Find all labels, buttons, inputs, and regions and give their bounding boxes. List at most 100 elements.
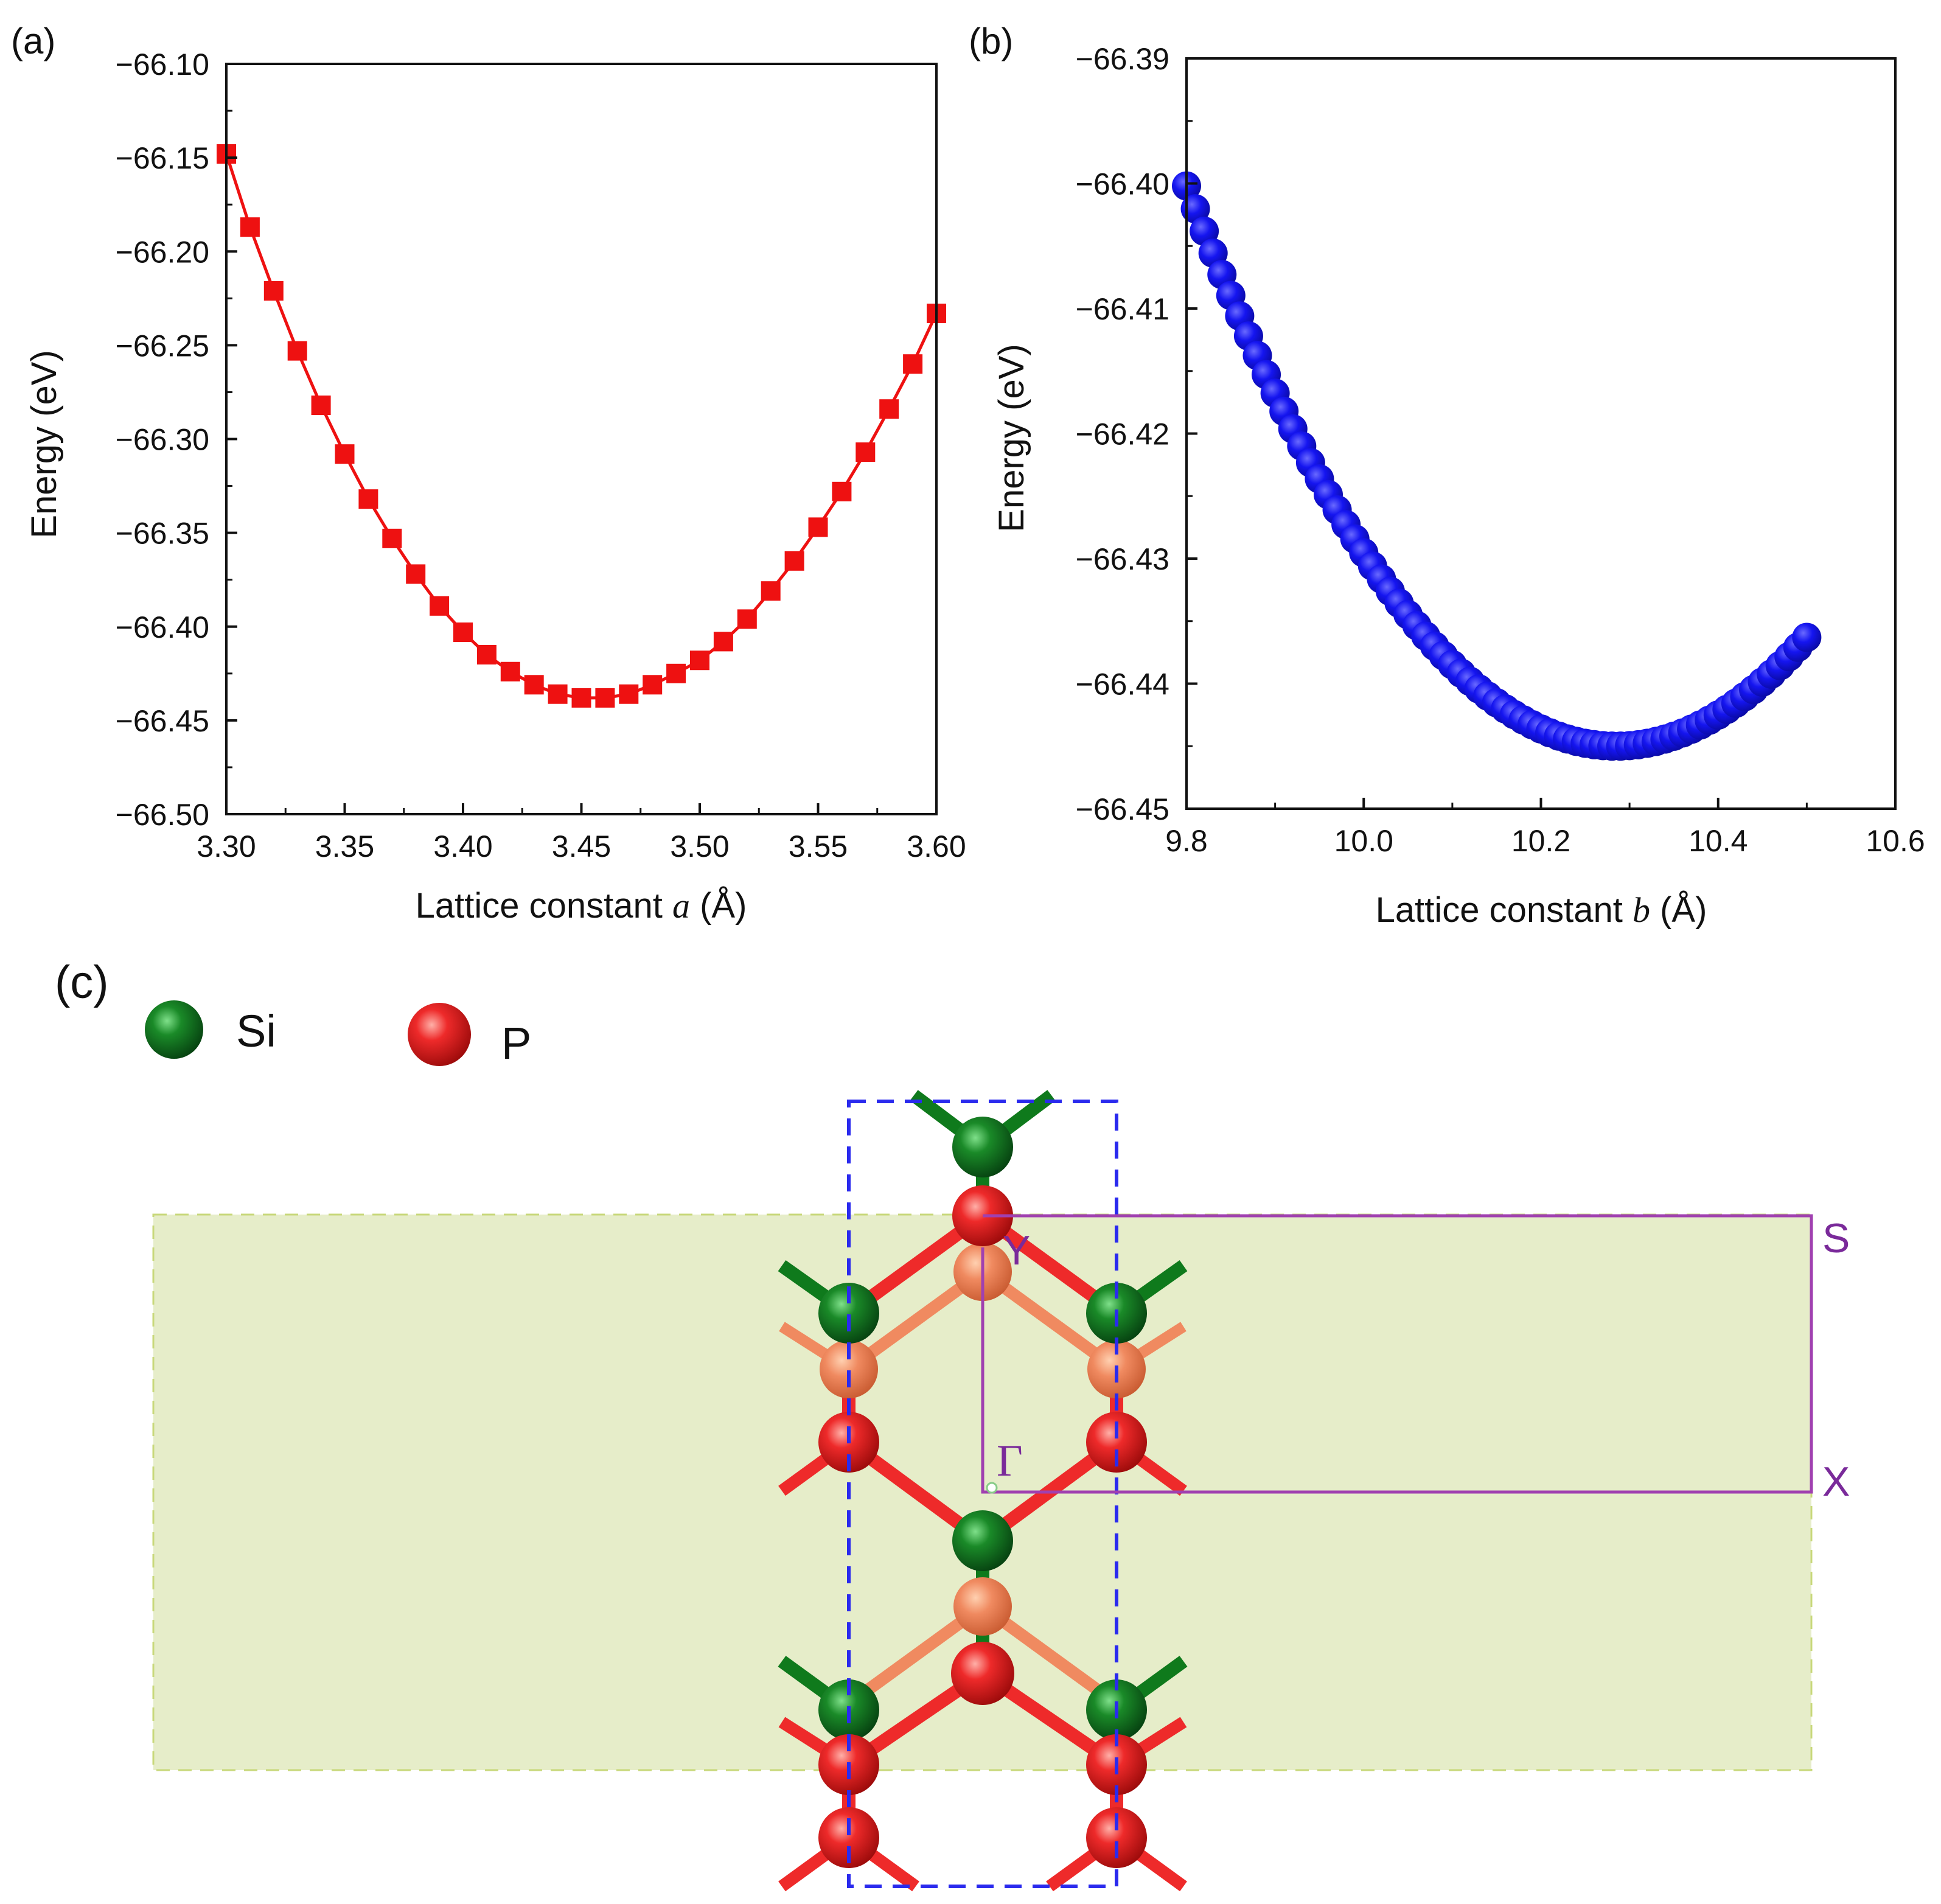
chart-a-point: [406, 564, 426, 584]
p-atom: [820, 1340, 878, 1398]
chart-b-xlabel: Lattice constant b (Å): [1376, 890, 1707, 930]
chart-a-y-tick-label: −66.10: [116, 47, 209, 82]
chart-a-point: [263, 281, 284, 301]
si-atom: [818, 1283, 879, 1344]
chart-b-ticks: 9.8 10.0 10.2 10.4 10.6 −66.39 −66.40 −66.41 −66…: [1076, 42, 1925, 858]
chart-b-x-tick-label: 10.0: [1334, 824, 1393, 858]
chart-b-x-tick-label: 10.2: [1511, 824, 1570, 858]
chart-b-y-tick-label: −66.39: [1076, 42, 1169, 76]
chart-b-x-tick-label: 10.4: [1688, 824, 1748, 858]
legend-p-label: P: [501, 1018, 531, 1069]
chart-a-point: [287, 341, 307, 361]
chart-a-point: [453, 622, 473, 642]
chart-a-x-tick-label: 3.60: [907, 829, 966, 863]
chart-b-y-tick-label: −66.41: [1076, 292, 1169, 326]
p-atom: [951, 1642, 1014, 1705]
panel-label-c: (c): [55, 957, 109, 1008]
chart-a-point: [879, 399, 899, 419]
chart-a-ticks: 3.30 3.35 3.40 3.45 3.50 3.55 3.60 −66.10 −66.15…: [116, 47, 966, 863]
si-atom: [952, 1510, 1013, 1571]
chart-a-point: [808, 517, 828, 537]
chart-a-point: [643, 675, 663, 695]
chart-a-ylabel: Energy (eV): [24, 350, 64, 538]
chart-a-x-tick-label: 3.50: [670, 829, 729, 863]
chart-a-y-tick-label: −66.40: [116, 610, 209, 644]
chart-a-point: [737, 609, 757, 629]
gamma-point-icon: [986, 1482, 998, 1494]
bz-path: [981, 1214, 1813, 1494]
structure-panel: (c) Si P: [55, 957, 1850, 1892]
chart-a-line: [225, 153, 938, 700]
p-atom-legend-icon: [408, 1003, 471, 1066]
chart-a-point: [476, 644, 497, 664]
chart-b-x-tick-label: 9.8: [1165, 824, 1208, 858]
chart-a-point: [311, 396, 331, 416]
chart-b-xlabel-var: b: [1633, 890, 1650, 930]
chart-a-x-tick-label: 3.40: [433, 829, 492, 863]
chart-a-series: [217, 144, 946, 708]
chart-a: (a) 3.30 3.35 3.40 3.45 3.50 3.55 3.60 −66.10 −6…: [11, 21, 966, 926]
bz-label-y: Y: [1003, 1227, 1030, 1274]
chart-b-y-tick-label: −66.40: [1076, 167, 1169, 201]
chart-b-y-tick-label: −66.43: [1076, 542, 1169, 576]
chart-a-y-tick-label: −66.15: [116, 141, 209, 175]
p-atom: [953, 1577, 1012, 1636]
chart-a-point: [666, 663, 686, 683]
chart-a-point: [548, 684, 568, 704]
chart-a-x-tick-label: 3.45: [552, 829, 611, 863]
chart-b-x-tick-label: 10.6: [1866, 824, 1925, 858]
chart-a-x-tick-label: 3.35: [315, 829, 374, 863]
chart-a-point: [358, 489, 378, 509]
chart-a-xlabel: Lattice constant a (Å): [416, 886, 747, 926]
chart-a-y-tick-label: −66.35: [116, 517, 209, 551]
chart-b-xlabel-prefix: Lattice constant: [1376, 890, 1633, 930]
brillouin-zone: S X Y Γ: [981, 1214, 1850, 1505]
chart-a-x-tick-label: 3.55: [789, 829, 848, 863]
chart-a-xlabel-prefix: Lattice constant: [416, 886, 672, 926]
chart-a-point: [335, 444, 355, 464]
chart-b-ylabel: Energy (eV): [992, 344, 1031, 532]
chart-a-point: [382, 528, 402, 548]
chart-b-y-tick-label: −66.42: [1076, 417, 1169, 452]
panel-label-a: (a): [11, 21, 55, 61]
chart-a-point: [713, 632, 733, 652]
chart-b-y-tick-label: −66.45: [1076, 792, 1169, 826]
panel-label-b: (b): [969, 21, 1013, 61]
chart-b: (b) 9.8 10.0 10.2 10.4 10.6 −66.39 −66.40 −66.4…: [969, 21, 1925, 930]
bz-label-s: S: [1822, 1215, 1850, 1261]
chart-b-point: [1190, 216, 1219, 246]
chart-a-point: [761, 581, 781, 601]
p-atom: [818, 1807, 879, 1868]
bz-label-x: X: [1822, 1459, 1850, 1505]
chart-a-point: [500, 661, 520, 682]
bz-label-gamma: Γ: [997, 1436, 1023, 1486]
si-atom: [952, 1117, 1013, 1177]
chart-a-point: [690, 650, 709, 671]
chart-a-point: [784, 551, 804, 571]
chart-a-point: [571, 688, 591, 708]
chart-b-series: [1172, 171, 1822, 761]
unit-cell-box: [847, 1100, 1118, 1888]
chart-a-point: [832, 481, 852, 501]
chart-a-x-tick-label: 3.30: [197, 829, 256, 863]
chart-a-xlabel-suffix: (Å): [690, 886, 747, 926]
chart-a-y-tick-label: −66.25: [116, 329, 209, 363]
p-atom: [1086, 1807, 1147, 1868]
chart-a-point: [430, 596, 450, 616]
chart-a-y-tick-label: −66.50: [116, 798, 209, 832]
chart-a-y-tick-label: −66.30: [116, 423, 209, 457]
p-atom: [1086, 1412, 1147, 1473]
chart-b-point: [1792, 622, 1822, 652]
chart-b-y-tick-label: −66.44: [1076, 668, 1169, 702]
chart-a-point: [856, 442, 876, 462]
chart-a-point: [903, 354, 923, 374]
chart-a-y-tick-label: −66.45: [116, 704, 209, 738]
chart-a-y-tick-label: −66.20: [116, 235, 209, 269]
structure-legend: Si P: [145, 1000, 531, 1069]
chart-a-point: [619, 684, 639, 704]
chart-a-xlabel-var: a: [672, 886, 690, 926]
si-atom-legend-icon: [145, 1000, 203, 1059]
chart-a-point: [524, 675, 544, 695]
chart-b-point: [1180, 194, 1210, 224]
